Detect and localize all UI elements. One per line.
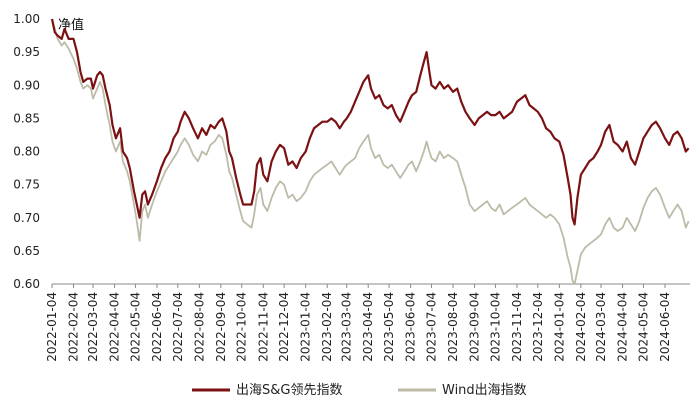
x-tick-label: 2022-03-04 [86, 292, 100, 362]
x-tick-label: 2024-06-04 [658, 292, 672, 362]
x-tick-label: 2023-01-04 [299, 292, 313, 362]
y-axis-ticks: 1.00 0.95 0.90 0.85 0.80 0.75 0.70 0.65 0.60 [13, 12, 40, 291]
x-tick-label: 2024-03-04 [594, 292, 608, 362]
series-layer [50, 18, 690, 285]
y-tick-label: 0.95 [13, 45, 40, 59]
y-tick-label: 0.90 [13, 78, 40, 92]
x-tick-label: 2022-04-04 [108, 292, 122, 362]
legend-label: 出海S&G领先指数 [236, 383, 342, 398]
x-tick-label: 2022-11-04 [256, 292, 270, 362]
x-axis-ticks: 2022-01-04 2022-02-04 2022-03-04 2022-04-04… [45, 284, 672, 362]
x-tick-label: 2022-12-04 [277, 292, 291, 362]
x-tick-label: 2022-10-04 [235, 292, 249, 362]
x-tick-label: 2022-06-04 [150, 292, 164, 362]
legend: 出海S&G领先指数 Wind出海指数 [192, 383, 527, 398]
x-tick-label: 2022-05-04 [128, 292, 142, 362]
y-tick-label: 0.60 [13, 277, 40, 291]
x-tick-label: 2023-04-04 [361, 292, 375, 362]
x-tick-label: 2024-02-04 [574, 292, 588, 362]
y-tick-label: 0.65 [13, 244, 40, 258]
x-tick-label: 2023-07-04 [424, 292, 438, 362]
x-tick-label: 2022-09-04 [214, 292, 228, 362]
x-tick-label: 2024-01-04 [552, 292, 566, 362]
x-tick-label: 2022-07-04 [171, 292, 185, 362]
x-tick-label: 2023-08-04 [446, 292, 460, 362]
x-tick-label: 2023-05-04 [382, 292, 396, 362]
x-tick-label: 2023-11-04 [510, 292, 524, 362]
x-tick-label: 2024-05-04 [636, 292, 650, 362]
x-tick-label: 2023-06-04 [404, 292, 418, 362]
x-tick-label: 2023-02-04 [320, 292, 334, 362]
x-tick-label: 2023-12-04 [531, 292, 545, 362]
y-tick-label: 1.00 [13, 12, 40, 26]
x-tick-label: 2024-04-04 [616, 292, 630, 362]
y-tick-label: 0.80 [13, 145, 40, 159]
x-tick-label: 2022-02-04 [67, 292, 81, 362]
x-tick-label: 2023-03-04 [340, 292, 354, 362]
y-tick-label: 0.75 [13, 178, 40, 192]
y-axis-label: 净值 [58, 17, 84, 33]
x-tick-label: 2023-10-04 [488, 292, 502, 362]
x-tick-label: 2022-08-04 [192, 292, 206, 362]
legend-label: Wind出海指数 [442, 383, 527, 398]
x-tick-label: 2023-09-04 [468, 292, 482, 362]
series-line-0 [50, 18, 690, 226]
y-tick-label: 0.85 [13, 111, 40, 125]
y-tick-label: 0.70 [13, 211, 40, 225]
series-line-1 [51, 18, 690, 285]
x-tick-label: 2022-01-04 [45, 292, 59, 362]
